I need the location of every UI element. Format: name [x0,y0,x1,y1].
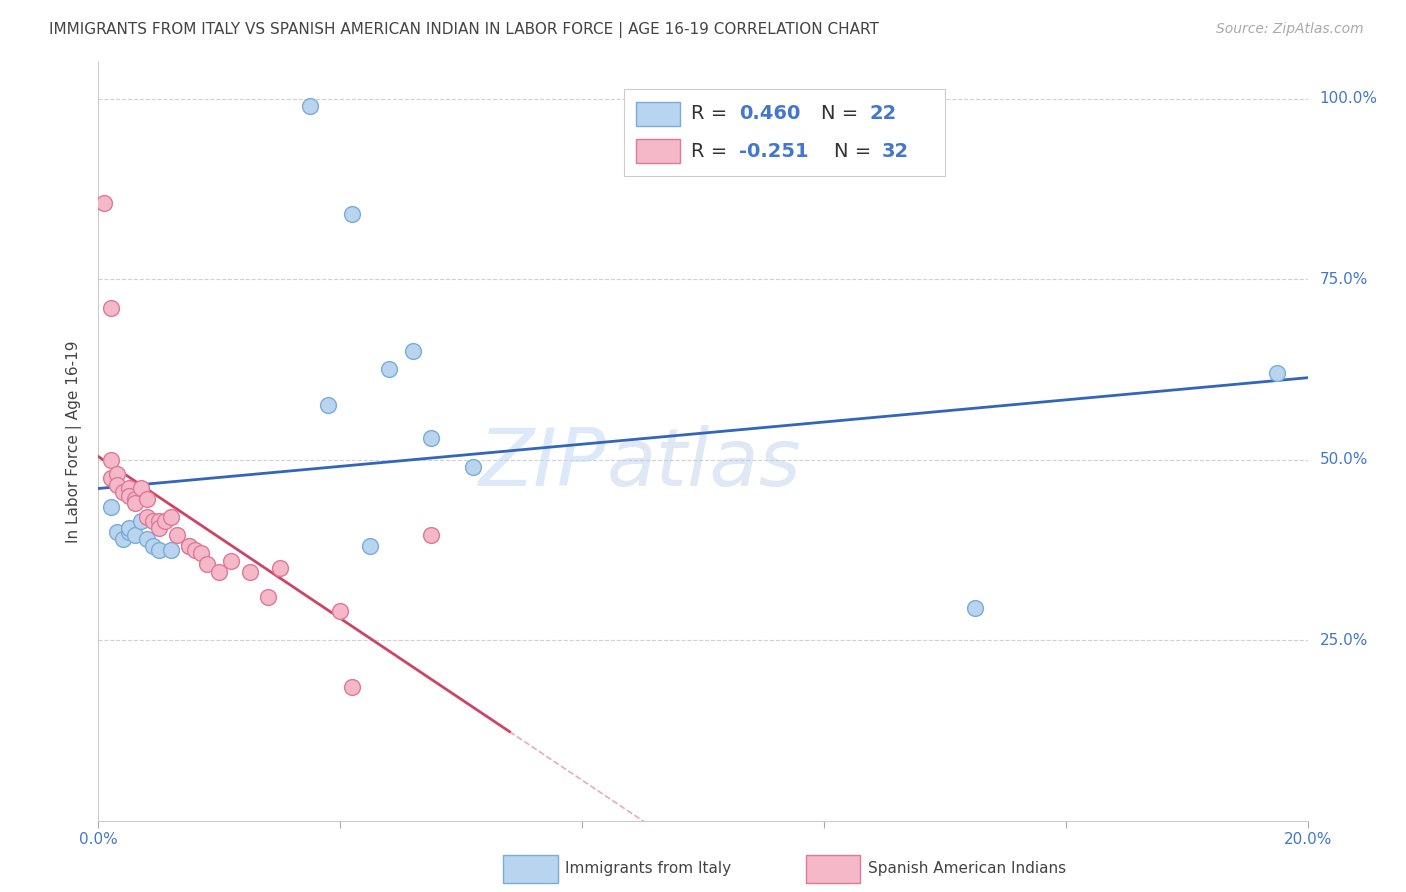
Point [148,521,170,535]
Point [463,459,485,474]
Text: N =: N = [834,142,877,161]
Point [105,467,128,481]
Text: 32: 32 [882,142,910,161]
Point [1267,366,1289,380]
Point [221,554,243,568]
Point [329,604,352,618]
Point [135,492,157,507]
Text: IMMIGRANTS FROM ITALY VS SPANISH AMERICAN INDIAN IN LABOR FORCE | AGE 16-19 CORR: IMMIGRANTS FROM ITALY VS SPANISH AMERICA… [49,22,879,38]
Point [105,478,128,492]
Point [420,528,443,542]
Text: -0.251: -0.251 [740,142,808,161]
Point [100,452,122,467]
Point [135,510,157,524]
Point [105,524,128,539]
Point [111,485,134,500]
Point [100,470,122,484]
Point [342,680,364,694]
Point [148,514,170,528]
Text: ZIP: ZIP [479,425,606,503]
FancyBboxPatch shape [637,139,681,163]
Text: 0.460: 0.460 [740,104,800,123]
Point [190,546,212,560]
Point [402,344,425,359]
Text: R =: R = [690,104,734,123]
Point [111,532,134,546]
Point [179,539,201,553]
Point [179,539,201,553]
Point [256,590,278,604]
Point [184,542,207,557]
Text: Immigrants from Italy: Immigrants from Italy [565,862,731,876]
Point [360,539,382,553]
Point [195,558,218,572]
FancyBboxPatch shape [624,89,945,177]
Text: 22: 22 [870,104,897,123]
Point [239,565,262,579]
Y-axis label: In Labor Force | Age 16-19: In Labor Force | Age 16-19 [66,340,83,543]
Point [299,99,322,113]
Point [142,539,165,553]
Point [118,482,141,496]
Point [93,196,115,211]
Point [965,600,987,615]
Point [208,565,231,579]
Point [342,207,364,221]
Point [148,542,170,557]
Point [118,521,141,535]
Text: 75.0%: 75.0% [1320,271,1368,286]
Point [129,482,152,496]
Text: R =: R = [690,142,734,161]
Point [153,514,176,528]
Point [124,492,146,507]
FancyBboxPatch shape [637,102,681,126]
Point [316,399,339,413]
Point [100,301,122,315]
Point [160,542,183,557]
Point [124,528,146,542]
Text: N =: N = [821,104,865,123]
Text: 25.0%: 25.0% [1320,632,1368,648]
Text: atlas: atlas [606,425,801,503]
Point [142,514,165,528]
Point [118,489,141,503]
Point [129,514,152,528]
Point [100,500,122,514]
Point [118,524,141,539]
Point [160,510,183,524]
Point [135,532,157,546]
Point [269,561,291,575]
Text: Source: ZipAtlas.com: Source: ZipAtlas.com [1216,22,1364,37]
Point [166,528,188,542]
Point [377,362,399,376]
Point [124,496,146,510]
Text: 100.0%: 100.0% [1320,91,1378,106]
Text: Spanish American Indians: Spanish American Indians [868,862,1066,876]
Text: 50.0%: 50.0% [1320,452,1368,467]
Point [420,431,443,445]
